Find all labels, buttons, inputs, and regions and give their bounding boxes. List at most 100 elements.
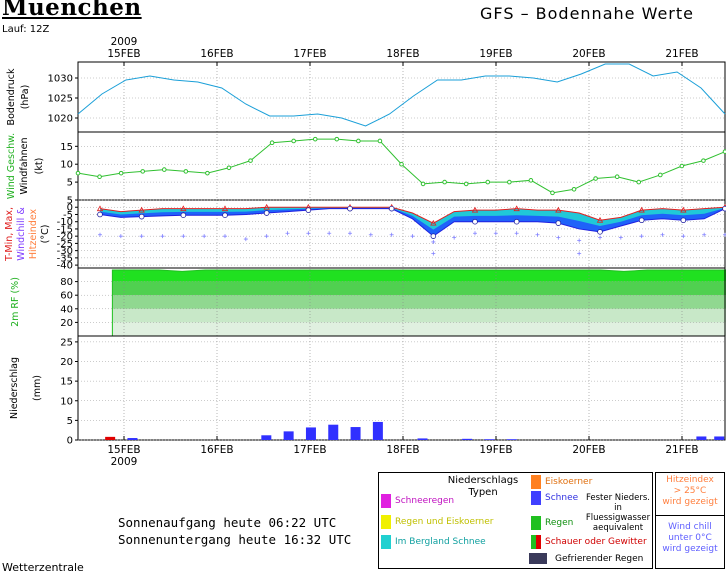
wind-point — [357, 139, 361, 143]
legend-item-schauer: Schauer oder Gewitter — [531, 535, 647, 549]
x-date-top: 18FEB — [386, 48, 419, 60]
tmin-point — [348, 206, 353, 211]
wind-point — [443, 180, 447, 184]
precip-bar — [484, 439, 494, 440]
humidity-band — [112, 309, 726, 323]
index-legend: Hitzeindex > 25°C wird gezeigt Wind chil… — [655, 472, 725, 569]
y-axis-label: Windfahnen — [19, 138, 30, 195]
tmin-point — [306, 208, 311, 213]
humidity-band — [112, 282, 726, 296]
y-axis-label: (kt) — [34, 158, 45, 175]
wind-point — [141, 170, 145, 174]
y-tick-label: 25 — [60, 337, 73, 348]
sun-times: Sonnenaufgang heute 06:22 UTC Sonnenunte… — [118, 514, 351, 548]
wind-point — [508, 180, 512, 184]
windchill-point — [598, 236, 602, 240]
pressure-series-line — [78, 64, 725, 126]
hitze-line-1: Hitzeindex — [656, 475, 724, 486]
x-date-bottom: 20FEB — [572, 444, 605, 456]
wind-point — [572, 187, 576, 191]
x-date-top: 17FEB — [293, 48, 326, 60]
x-date-top: 19FEB — [479, 48, 512, 60]
legend-item-gefrierender-regen: Gefrierender Regen — [529, 553, 643, 564]
wind-point — [400, 162, 404, 166]
y-axis-label: T-Min, Max, — [4, 207, 15, 262]
x-date-bottom: 15FEB — [107, 444, 140, 456]
y-tick-label: 1020 — [48, 114, 73, 125]
windchill-point — [494, 231, 498, 235]
wind-point — [702, 159, 706, 163]
y-tick-label: 10 — [60, 160, 73, 171]
y-tick-label: 10 — [60, 396, 73, 407]
wind-point — [659, 173, 663, 177]
wind-point — [378, 139, 382, 143]
legend-fester: Fester Nieders. in Fluessigwasser aequiv… — [582, 493, 654, 533]
precip-bar — [714, 436, 724, 440]
precip-bar — [261, 435, 271, 440]
legend-swatch — [531, 491, 541, 505]
windchill-point — [265, 234, 269, 238]
chill-line-3: wird gezeigt — [656, 544, 724, 555]
precip-type-legend: Niederschlags Typen Schneeregen Regen un… — [378, 472, 653, 569]
legend-label: Regen und Eiskoerner — [395, 517, 493, 527]
windchill-point — [431, 252, 435, 256]
wind-point — [76, 171, 80, 175]
precip-bar — [696, 436, 706, 440]
legend-swatch — [381, 494, 391, 508]
y-tick-label: 60 — [60, 291, 73, 302]
windchill-point — [286, 231, 290, 235]
precip-bar — [127, 438, 137, 440]
windchill-point — [431, 240, 435, 244]
wind-point — [292, 139, 296, 143]
tmin-point — [514, 219, 519, 224]
tmin-point — [431, 234, 436, 239]
y-tick-label: 20 — [60, 357, 73, 368]
tmin-point — [389, 206, 394, 211]
panel-frame-pressure — [78, 62, 725, 132]
y-tick-label: 5 — [67, 416, 73, 427]
y-tick-label: 20 — [60, 318, 73, 329]
tmin-point — [139, 214, 144, 219]
legend-item-schnee: Schnee — [531, 491, 578, 505]
tmin-point — [598, 229, 603, 234]
x-date-bottom: 21FEB — [665, 444, 698, 456]
windchill-point — [619, 236, 623, 240]
precip-bar — [351, 427, 361, 440]
chill-note: Wind chill unter 0°C wird gezeigt — [656, 515, 724, 555]
windchill-point — [181, 234, 185, 238]
y-tick-label: 80 — [60, 277, 73, 288]
tmin-point — [639, 218, 644, 223]
y-axis-label: (hPa) — [20, 85, 31, 110]
windchill-point — [577, 252, 581, 256]
wind-point — [464, 182, 468, 186]
hitze-note: Hitzeindex > 25°C wird gezeigt — [656, 475, 724, 508]
y-tick-label: -40 — [57, 261, 73, 272]
legend-label: Regen — [545, 518, 573, 528]
legend-title-1: Niederschlags — [433, 475, 533, 487]
windchill-point — [244, 237, 248, 241]
sunrise-text: Sonnenaufgang heute 06:22 UTC — [118, 514, 351, 531]
windchill-point — [202, 234, 206, 238]
tmin-point — [264, 211, 269, 216]
wind-point — [680, 164, 684, 168]
wind-point — [249, 159, 253, 163]
y-axis-label: Bodendruck — [6, 68, 17, 125]
precip-bar — [373, 422, 383, 440]
legend-label: Schnee — [545, 493, 578, 503]
tmin-point — [556, 221, 561, 226]
windchill-point — [452, 236, 456, 240]
precip-bar — [462, 439, 472, 440]
humidity-band — [112, 322, 726, 336]
wind-point — [98, 175, 102, 179]
windchill-point — [473, 231, 477, 235]
y-tick-label: 1025 — [48, 94, 73, 105]
windchill-point — [119, 234, 123, 238]
x-date-top: 20FEB — [572, 48, 605, 60]
hitze-line-3: wird gezeigt — [656, 497, 724, 508]
precip-bar — [418, 438, 428, 440]
year-top: 2009 — [111, 36, 138, 48]
legend-item-bergland-schnee: Im Bergland Schnee — [381, 535, 486, 549]
legend-label: Im Bergland Schnee — [395, 537, 486, 547]
y-axis-label: (°C) — [40, 225, 51, 244]
y-axis-label: Niederschlag — [9, 357, 20, 419]
